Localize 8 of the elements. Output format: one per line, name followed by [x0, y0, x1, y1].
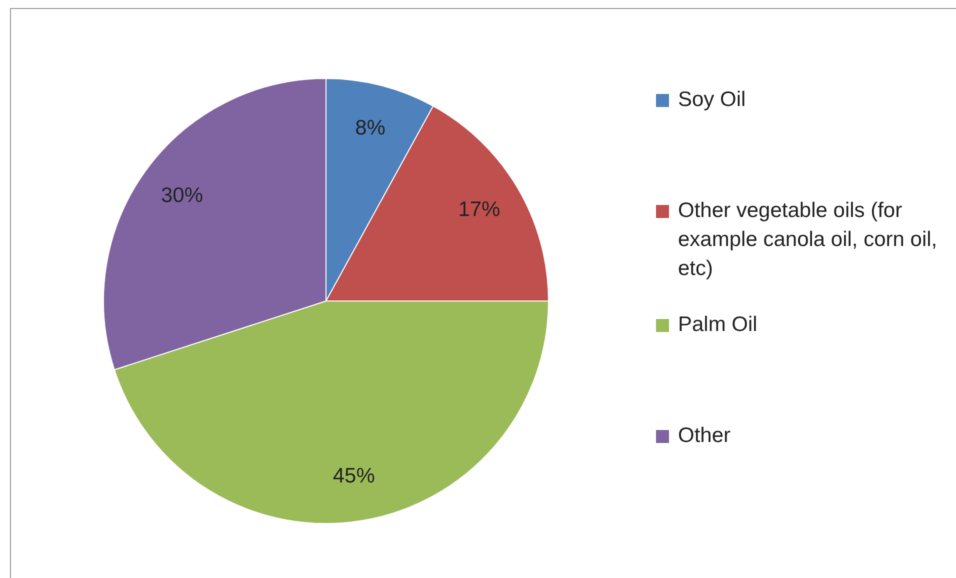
- legend-label: Palm Oil: [678, 312, 758, 338]
- data-label: 17%: [458, 198, 500, 222]
- data-label: 45%: [332, 464, 375, 488]
- legend-label: Soy Oil: [678, 87, 746, 113]
- data-label: 8%: [355, 116, 386, 140]
- data-label: 30%: [160, 184, 204, 208]
- legend-label: Other vegetable oils (for example canola oil, corn oil, etc): [678, 198, 938, 282]
- legend-label: Other: [678, 423, 731, 449]
